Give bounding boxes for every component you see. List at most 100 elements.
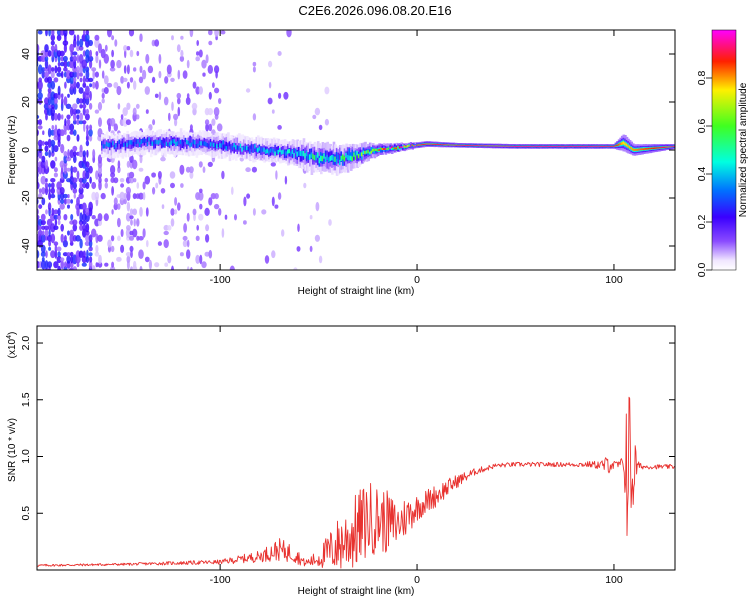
spectrogram-noise-cell bbox=[271, 250, 276, 259]
spectrogram-ridge-cell bbox=[625, 143, 629, 147]
spectrogram-ridge-cell bbox=[258, 146, 262, 151]
spectrogram-ridge-cell bbox=[657, 147, 660, 149]
spectrogram-ridge-cell bbox=[647, 147, 651, 150]
spectrogram-noise-cell bbox=[198, 161, 203, 168]
spectrogram-ridge-cell bbox=[654, 147, 657, 149]
spectrogram-noise-cell bbox=[251, 166, 257, 173]
spectrogram-ridge-cell bbox=[658, 147, 662, 149]
spectrogram-noise-cell bbox=[72, 108, 78, 115]
spectrogram-ridge-cell bbox=[567, 146, 570, 147]
spectrogram-ridge-cell bbox=[192, 139, 195, 144]
spectrogram-noise-cell bbox=[47, 128, 52, 138]
spectrogram-ridge-cell bbox=[124, 141, 128, 151]
spectrogram-ridge-cell bbox=[458, 144, 462, 146]
spectrogram-ridge-cell bbox=[666, 146, 670, 148]
spectrogram-noise-cell bbox=[177, 97, 181, 105]
spectrogram-noise-cell bbox=[64, 118, 67, 126]
spectrogram-ridge-cell bbox=[170, 140, 173, 145]
spectrogram-ridge-cell bbox=[368, 151, 372, 155]
spectrogram-ridge-cell bbox=[661, 146, 665, 148]
spectrogram-noise-cell bbox=[133, 260, 137, 269]
spectrogram-noise-cell bbox=[128, 171, 135, 179]
spectrogram-ridge-cell bbox=[479, 145, 482, 147]
spectrogram-noise-cell bbox=[190, 267, 193, 270]
spectrogram-noise-cell bbox=[76, 170, 80, 180]
spectrogram-ridge-cell bbox=[274, 151, 277, 156]
spectrogram-ridge-cell bbox=[611, 145, 615, 147]
spectrogram-ridge-cell bbox=[323, 153, 326, 159]
spectrogram-noise-cell bbox=[47, 50, 52, 57]
spectrogram-ridge-cell bbox=[570, 146, 574, 147]
spectrogram-noise-cell bbox=[68, 30, 75, 36]
spectrogram-noise-cell bbox=[189, 30, 194, 38]
spectrogram-noise-cell bbox=[195, 56, 200, 62]
spectrogram-noise-cell bbox=[205, 224, 210, 232]
spectrogram-noise-cell bbox=[82, 150, 87, 158]
spectrogram-ridge-cell bbox=[364, 150, 367, 155]
spectrogram-noise-cell bbox=[65, 103, 72, 110]
spectrogram-ridge-cell bbox=[145, 138, 148, 144]
spectrogram-ridge-cell bbox=[220, 143, 224, 148]
spectrogram-ridge-cell bbox=[209, 142, 213, 147]
snr-y-tick-label: 2.0 bbox=[20, 336, 32, 351]
spectrogram-ridge-cell bbox=[397, 145, 400, 148]
spectrogram-ridge-cell bbox=[454, 144, 457, 146]
spectrogram-noise-cell bbox=[63, 123, 68, 132]
spectrogram-noise-cell bbox=[78, 87, 84, 94]
spectrogram-ridge-cell bbox=[214, 143, 218, 148]
spectrogram-noise-cell bbox=[95, 244, 99, 253]
spectrogram-noise-cell bbox=[100, 192, 106, 200]
spectrogram-noise-cell bbox=[81, 255, 87, 264]
spectrogram-ridge-cell bbox=[230, 144, 233, 149]
spectrogram-noise-cell bbox=[202, 166, 206, 173]
spectrogram-ridge-cell bbox=[499, 145, 503, 147]
spectrogram-ridge-cell bbox=[465, 145, 468, 146]
spectrogram-ridge-cell bbox=[665, 146, 668, 148]
spectrogram-noise-cell bbox=[56, 255, 62, 264]
spectrogram-ridge-cell bbox=[290, 151, 293, 156]
spectrogram-ridge-cell bbox=[373, 148, 377, 154]
spectrogram-noise-cell bbox=[122, 107, 128, 117]
spectrogram-ridge-cell bbox=[298, 150, 301, 156]
spectrogram-ridge-cell bbox=[261, 147, 265, 152]
spectrogram-noise-cell bbox=[41, 257, 45, 262]
spectrogram-ridge-cell bbox=[110, 142, 114, 147]
spectrogram-ridge-cell bbox=[309, 148, 312, 160]
spectrogram-ridge-cell bbox=[110, 141, 114, 156]
spectrogram-noise-cell bbox=[204, 119, 210, 126]
spectrogram-ridge-cell bbox=[638, 148, 641, 151]
spectrogram-ridge-cell bbox=[253, 144, 257, 149]
spectrogram-noise-cell bbox=[170, 218, 175, 227]
snr-x-tick-label: 100 bbox=[605, 574, 623, 586]
spectrogram-noise-cell bbox=[60, 192, 65, 200]
spectrogram-ridge-cell bbox=[491, 145, 495, 147]
spectrogram-noise-cell bbox=[88, 252, 93, 257]
spectrogram-noise-cell bbox=[275, 170, 278, 180]
spectrogram-noise-cell bbox=[110, 59, 115, 69]
spectrogram-noise-cell bbox=[123, 65, 127, 74]
spectrogram-noise-cell bbox=[174, 118, 178, 127]
spectrogram-noise-cell bbox=[314, 234, 320, 242]
spectrogram-ridge-cell bbox=[526, 146, 529, 147]
spectrogram-ridge-cell bbox=[116, 142, 120, 147]
spectrogram-noise-cell bbox=[98, 117, 102, 128]
spectrogram-noise-cell bbox=[38, 204, 43, 210]
spectrogram-noise-cell bbox=[267, 97, 273, 105]
spectrogram-noise-cell bbox=[111, 186, 114, 196]
spectrogram-ridge-cell bbox=[121, 141, 125, 146]
spectrogram-noise-cell bbox=[57, 113, 61, 121]
spectrogram-ridge-cell bbox=[635, 148, 638, 151]
spectrogram-ridge-cell bbox=[224, 144, 227, 149]
spectrogram-noise-cell bbox=[53, 214, 59, 220]
spectrogram-noise-cell bbox=[119, 178, 125, 183]
spectrogram-ridge-cell bbox=[550, 146, 553, 147]
spectrogram-noise-cell bbox=[54, 113, 58, 121]
spectrogram-ridge-cell bbox=[619, 142, 622, 146]
spectrogram-noise-cell bbox=[91, 265, 96, 270]
spectrogram-ridge-cell bbox=[466, 145, 470, 146]
spectrogram-noise-cell bbox=[208, 197, 213, 206]
spectrogram-ridge-cell bbox=[655, 147, 659, 149]
spectrogram-ridge-cell bbox=[406, 145, 410, 147]
spectrogram-ridge-cell bbox=[408, 144, 411, 147]
spectrogram-noise-cell bbox=[271, 109, 275, 114]
